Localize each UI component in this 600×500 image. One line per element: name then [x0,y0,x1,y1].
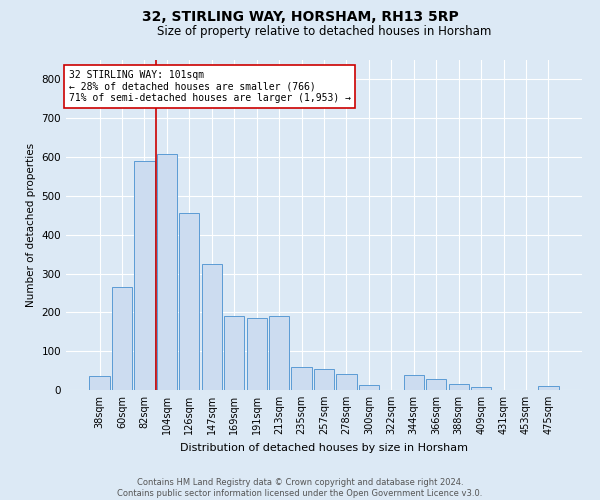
Bar [112,287,132,390]
Bar [224,316,244,390]
Bar [269,316,289,390]
Bar [359,386,379,390]
Y-axis label: Number of detached properties: Number of detached properties [26,143,36,307]
Bar [337,374,356,390]
X-axis label: Distribution of detached houses by size in Horsham: Distribution of detached houses by size … [180,442,468,452]
Text: 32, STIRLING WAY, HORSHAM, RH13 5RP: 32, STIRLING WAY, HORSHAM, RH13 5RP [142,10,458,24]
Bar [404,375,424,390]
Bar [202,264,222,390]
Bar [247,318,267,390]
Bar [538,386,559,390]
Bar [426,379,446,390]
Bar [471,387,491,390]
Bar [179,214,199,390]
Text: Contains HM Land Registry data © Crown copyright and database right 2024.
Contai: Contains HM Land Registry data © Crown c… [118,478,482,498]
Bar [449,384,469,390]
Bar [157,154,177,390]
Title: Size of property relative to detached houses in Horsham: Size of property relative to detached ho… [157,25,491,38]
Bar [134,161,155,390]
Text: 32 STIRLING WAY: 101sqm
← 28% of detached houses are smaller (766)
71% of semi-d: 32 STIRLING WAY: 101sqm ← 28% of detache… [68,70,350,103]
Bar [89,376,110,390]
Bar [314,368,334,390]
Bar [292,366,311,390]
